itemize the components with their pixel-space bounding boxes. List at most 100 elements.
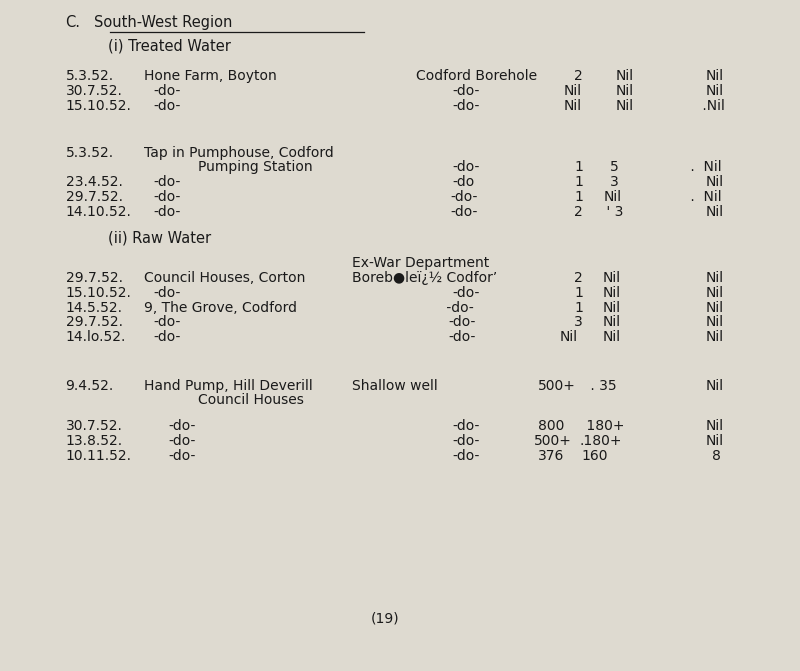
Text: 2: 2	[574, 205, 583, 219]
Text: 376: 376	[538, 449, 564, 463]
Text: Nil: Nil	[560, 330, 578, 344]
Text: 5: 5	[610, 160, 618, 174]
Text: 500+: 500+	[538, 378, 575, 393]
Text: Nil: Nil	[706, 330, 724, 344]
Text: -do-: -do-	[450, 205, 478, 219]
Text: Nil: Nil	[706, 301, 724, 315]
Text: Nil: Nil	[616, 99, 634, 113]
Text: 13.8.52.: 13.8.52.	[66, 434, 122, 448]
Text: -do-: -do-	[453, 84, 480, 98]
Text: 30.7.52.: 30.7.52.	[66, 84, 122, 98]
Text: 8: 8	[712, 449, 721, 463]
Text: Nil: Nil	[602, 271, 621, 285]
Text: Hand Pump, Hill Deverill: Hand Pump, Hill Deverill	[144, 378, 313, 393]
Text: -do-: -do-	[168, 419, 195, 433]
Text: -do-: -do-	[154, 315, 181, 329]
Text: 160: 160	[582, 449, 608, 463]
Text: -do-: -do-	[448, 330, 475, 344]
Text: 10.11.52.: 10.11.52.	[66, 449, 132, 463]
Text: South-West Region: South-West Region	[94, 15, 233, 30]
Text: Nil: Nil	[706, 69, 724, 83]
Text: Nil: Nil	[706, 84, 724, 98]
Text: 3: 3	[574, 315, 583, 329]
Text: . 35: . 35	[586, 378, 616, 393]
Text: 5.3.52.: 5.3.52.	[66, 69, 114, 83]
Text: 180+: 180+	[582, 419, 624, 433]
Text: 29.7.52.: 29.7.52.	[66, 271, 122, 285]
Text: Nil: Nil	[602, 301, 621, 315]
Text: Nil: Nil	[706, 378, 724, 393]
Text: -do-: -do-	[450, 190, 478, 204]
Text: -do-: -do-	[154, 330, 181, 344]
Text: Council Houses, Corton: Council Houses, Corton	[144, 271, 306, 285]
Text: -do-: -do-	[154, 99, 181, 113]
Text: 800: 800	[538, 419, 564, 433]
Text: 15.10.52.: 15.10.52.	[66, 286, 131, 300]
Text: ' 3: ' 3	[602, 205, 623, 219]
Text: 3: 3	[610, 175, 618, 189]
Text: 1: 1	[574, 190, 583, 204]
Text: (19): (19)	[370, 611, 399, 625]
Text: .Nil: .Nil	[698, 99, 725, 113]
Text: Nil: Nil	[604, 190, 622, 204]
Text: -do-: -do-	[453, 286, 480, 300]
Text: -do-: -do-	[453, 419, 480, 433]
Text: 15.10.52.: 15.10.52.	[66, 99, 131, 113]
Text: 5.3.52.: 5.3.52.	[66, 146, 114, 160]
Text: -do-: -do-	[168, 434, 195, 448]
Text: Nil: Nil	[706, 205, 724, 219]
Text: Ex-War Department: Ex-War Department	[352, 256, 490, 270]
Text: C.: C.	[66, 15, 81, 30]
Text: -do: -do	[453, 175, 475, 189]
Text: Nil: Nil	[602, 330, 621, 344]
Text: -do-: -do-	[168, 449, 195, 463]
Text: Nil: Nil	[564, 99, 582, 113]
Text: 1: 1	[574, 160, 583, 174]
Text: 2: 2	[574, 69, 583, 83]
Text: Nil: Nil	[706, 419, 724, 433]
Text: -do-: -do-	[453, 160, 480, 174]
Text: 23.4.52.: 23.4.52.	[66, 175, 122, 189]
Text: Codford Borehole: Codford Borehole	[416, 69, 537, 83]
Text: .  Nil: . Nil	[686, 190, 722, 204]
Text: -do-: -do-	[453, 434, 480, 448]
Text: Nil: Nil	[616, 69, 634, 83]
Text: (i) Treated Water: (i) Treated Water	[108, 39, 231, 54]
Text: Pumping Station: Pumping Station	[198, 160, 313, 174]
Text: 1: 1	[574, 175, 583, 189]
Text: (ii) Raw Water: (ii) Raw Water	[108, 231, 211, 246]
Text: -do-: -do-	[448, 315, 475, 329]
Text: 2: 2	[574, 271, 583, 285]
Text: Shallow well: Shallow well	[352, 378, 438, 393]
Text: .180+: .180+	[579, 434, 622, 448]
Text: 1: 1	[574, 301, 583, 315]
Text: -do-: -do-	[154, 205, 181, 219]
Text: Nil: Nil	[564, 84, 582, 98]
Text: 14.5.52.: 14.5.52.	[66, 301, 122, 315]
Text: 29.7.52.: 29.7.52.	[66, 315, 122, 329]
Text: -do-: -do-	[154, 286, 181, 300]
Text: -do-: -do-	[453, 99, 480, 113]
Text: 29.7.52.: 29.7.52.	[66, 190, 122, 204]
Text: 9.4.52.: 9.4.52.	[66, 378, 114, 393]
Text: -do-: -do-	[154, 84, 181, 98]
Text: Nil: Nil	[706, 175, 724, 189]
Text: Boreb●leï¿½ Codfor’: Boreb●leï¿½ Codfor’	[352, 271, 498, 285]
Text: Tap in Pumphouse, Codford: Tap in Pumphouse, Codford	[144, 146, 334, 160]
Text: -do-: -do-	[154, 175, 181, 189]
Text: -do-: -do-	[442, 301, 474, 315]
Text: -do-: -do-	[154, 190, 181, 204]
Text: Nil: Nil	[706, 286, 724, 300]
Text: -do-: -do-	[453, 449, 480, 463]
Text: Hone Farm, Boyton: Hone Farm, Boyton	[144, 69, 277, 83]
Text: Nil: Nil	[616, 84, 634, 98]
Text: Nil: Nil	[706, 434, 724, 448]
Text: Nil: Nil	[706, 315, 724, 329]
Text: 1: 1	[574, 286, 583, 300]
Text: 14.lo.52.: 14.lo.52.	[66, 330, 126, 344]
Text: Nil: Nil	[602, 286, 621, 300]
Text: Council Houses: Council Houses	[198, 393, 304, 407]
Text: 30.7.52.: 30.7.52.	[66, 419, 122, 433]
Text: 14.10.52.: 14.10.52.	[66, 205, 131, 219]
Text: .  Nil: . Nil	[686, 160, 722, 174]
